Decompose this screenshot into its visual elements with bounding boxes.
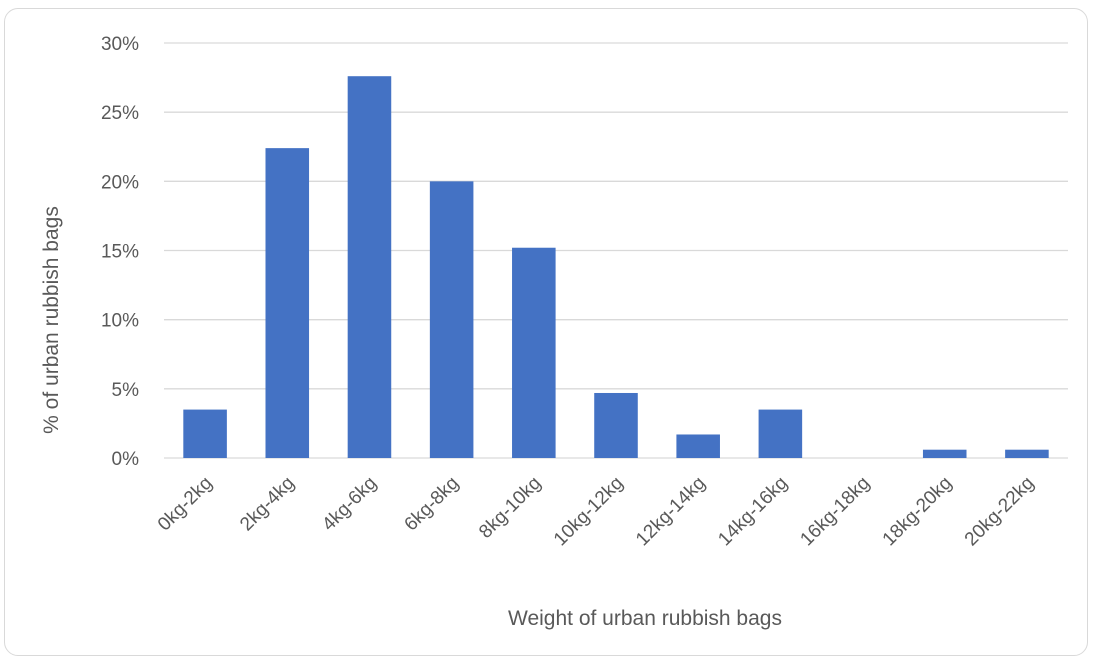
bars	[183, 76, 1049, 459]
bar-4kg-6kg	[347, 76, 392, 458]
y-tick-labels: 0% 5% 10% 15% 20% 25% 30%	[101, 34, 139, 470]
bar-6kg-8kg	[429, 181, 474, 459]
x-tick-label: 2kg-4kg	[236, 473, 299, 536]
y-tick-label: 25%	[101, 103, 139, 124]
y-tick-label: 5%	[112, 380, 140, 401]
x-tick-label: 8kg-10kg	[475, 473, 545, 543]
y-tick-label: 20%	[101, 172, 139, 193]
y-tick-label: 30%	[101, 34, 139, 55]
x-axis-title: Weight of urban rubbish bags	[508, 607, 782, 630]
x-tick-label: 20kg-22kg	[961, 473, 1039, 551]
x-tick-label: 14kg-16kg	[714, 473, 792, 551]
x-tick-label: 10kg-12kg	[550, 473, 628, 551]
x-tick-labels: 0kg-2kg 2kg-4kg 4kg-6kg 6kg-8kg 8kg-10kg 10kg…	[154, 473, 1038, 551]
x-tick-label: 6kg-8kg	[401, 473, 464, 536]
bar-12kg-14kg	[676, 434, 720, 458]
x-tick-label: 12kg-14kg	[632, 473, 710, 551]
bar-14kg-16kg	[758, 409, 803, 458]
bar-0kg-2kg	[183, 409, 227, 458]
y-tick-label: 10%	[101, 311, 139, 332]
x-tick-label: 4kg-6kg	[318, 473, 381, 536]
bar-18kg-20kg	[922, 449, 967, 458]
x-tick-label: 0kg-2kg	[154, 473, 217, 536]
bar-8kg-10kg	[512, 247, 556, 458]
y-tick-label: 15%	[101, 242, 139, 263]
x-tick-label: 18kg-20kg	[879, 473, 957, 551]
y-axis-title: % of urban rubbish bags	[40, 206, 63, 434]
y-tick-label: 0%	[112, 449, 140, 470]
gridlines	[164, 42, 1068, 459]
bar-10kg-12kg	[594, 392, 638, 458]
bar-20kg-22kg	[1005, 449, 1049, 458]
x-tick-label: 16kg-18kg	[796, 473, 874, 551]
bar-2kg-4kg	[265, 148, 310, 458]
